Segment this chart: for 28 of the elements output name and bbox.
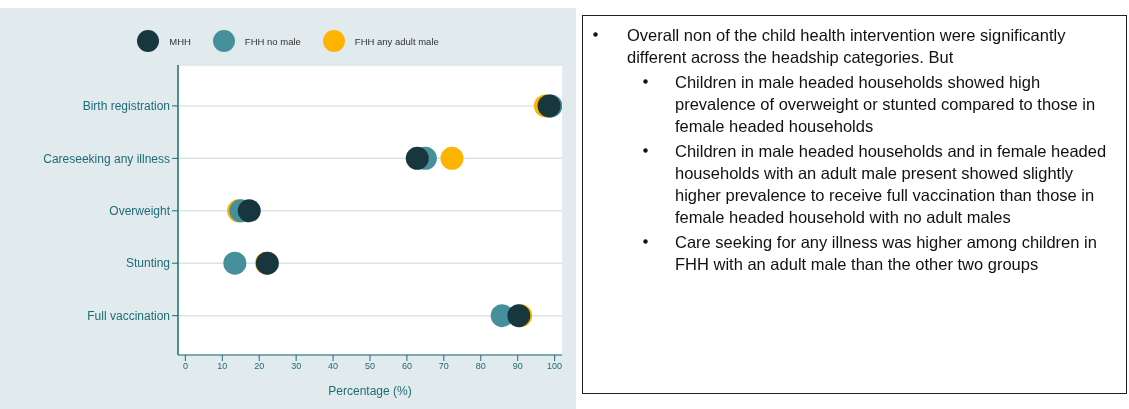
y-tick-label: Careseeking any illness <box>43 151 170 166</box>
y-tick-label: Overweight <box>109 204 171 219</box>
legend-label: MHH <box>169 35 191 47</box>
x-tick-label: 30 <box>291 361 302 372</box>
x-tick-label: 50 <box>364 361 376 372</box>
y-tick-label: Full vaccination <box>87 308 170 323</box>
x-tick-label: 100 <box>547 361 563 372</box>
x-tick-label: 60 <box>401 361 412 372</box>
y-tick-label: Birth registration <box>82 99 170 114</box>
x-tick-label: 0 <box>182 361 188 372</box>
x-tick-label: 20 <box>254 361 265 372</box>
point <box>237 199 261 223</box>
y-tick-label: Stunting <box>125 256 170 271</box>
text: Care seeking for any illness was higher among children in FHH with an adult male than the other two groups <box>675 232 1098 275</box>
point <box>405 146 429 170</box>
text: Children in male headed households and in female headed households with an adult male present showed slightly higher prevalence to receive full vaccination than those in female headed household with no adult males <box>675 141 1108 228</box>
legend-label: FHH any adult male <box>354 35 439 47</box>
x-tick-label: 80 <box>475 361 486 372</box>
x-tick-label: 70 <box>438 361 449 372</box>
point <box>223 251 247 275</box>
x-axis-title: Percentage (%) <box>328 384 412 398</box>
text: Overall non of the child health intervention were significantly different across the headship categories. But <box>627 25 1067 68</box>
x-tick-label: 10 <box>217 361 228 372</box>
legend-label: FHH no male <box>244 35 301 47</box>
x-tick-label: 90 <box>512 361 523 372</box>
text: Children in male headed households showed high prevalence of overweight or stunted compared to those in female headed households <box>675 72 1097 137</box>
point <box>440 146 464 170</box>
x-tick-label: 40 <box>328 361 339 372</box>
